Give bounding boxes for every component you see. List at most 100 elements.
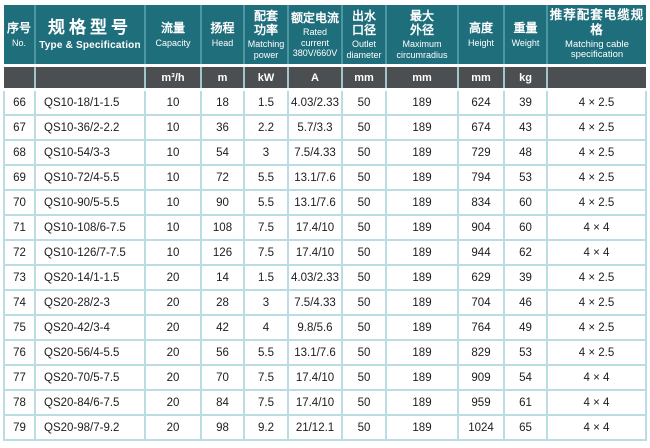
cell-capacity: 20	[144, 364, 202, 392]
cell-type: QS20-28/2-3	[34, 289, 146, 317]
cell-capacity: 10	[144, 88, 202, 117]
cell-no: 70	[3, 189, 36, 217]
cell-weight: 61	[503, 389, 548, 417]
cell-power: 7.5	[243, 389, 289, 417]
cell-current: 4.03/2.33	[287, 264, 343, 292]
cell-capacity: 10	[144, 214, 202, 242]
cell-weight: 62	[503, 239, 548, 267]
cell-power: 5.5	[243, 339, 289, 367]
cell-cable: 4 × 2.5	[546, 189, 647, 217]
column-title-zh: 配套 功率	[253, 9, 278, 38]
column-title-zh: 出水 口径	[351, 9, 376, 38]
cell-height: 1024	[457, 414, 505, 442]
table-row: 79 QS20-98/7-9.2 20 98 9.2 21/12.1 50 189 1024 65…	[3, 414, 647, 442]
column-title-zh: 序号	[6, 21, 31, 36]
unit-cell-weight: kg	[503, 65, 547, 92]
cell-height: 629	[457, 264, 505, 292]
cell-weight: 53	[503, 339, 548, 367]
table-row: 75 QS20-42/3-4 20 42 4 9.8/5.6 50 189 764 49 4 × 2…	[3, 314, 647, 342]
cell-cable: 4 × 2.5	[546, 314, 647, 342]
cell-weight: 60	[503, 189, 548, 217]
cell-weight: 53	[503, 164, 548, 192]
column-title-zh: 流量	[160, 21, 185, 36]
cell-no: 66	[3, 88, 36, 117]
column-header-head: 扬程 Head	[200, 5, 244, 68]
cell-no: 78	[3, 389, 36, 417]
cell-type: QS10-54/3-3	[34, 139, 146, 167]
cell-weight: 65	[503, 414, 548, 442]
cell-outlet: 50	[341, 414, 387, 442]
unit-cell-cable	[546, 65, 646, 92]
column-title-zh: 推荐配套电缆规格	[549, 8, 645, 37]
cell-type: QS20-70/5-7.5	[34, 364, 146, 392]
cell-head: 56	[200, 339, 245, 367]
header-row: 序号 No. 规格型号 Type & Specification 流量 Capacity 扬…	[4, 5, 646, 68]
cell-weight: 54	[503, 364, 548, 392]
cell-cable: 4 × 4	[546, 364, 647, 392]
cell-cable: 4 × 2.5	[546, 139, 647, 167]
cell-head: 70	[200, 364, 245, 392]
cell-capacity: 20	[144, 414, 202, 442]
cell-head: 28	[200, 289, 245, 317]
cell-head: 84	[200, 389, 245, 417]
cell-head: 90	[200, 189, 245, 217]
cell-maxdia: 189	[385, 364, 459, 392]
cell-outlet: 50	[341, 88, 387, 117]
column-title-zh: 额定电流	[290, 11, 339, 26]
table-row: 76 QS20-56/4-5.5 20 56 5.5 13.1/7.6 50 189 829 53…	[3, 339, 647, 367]
cell-maxdia: 189	[385, 189, 459, 217]
table-row: 70 QS10-90/5-5.5 10 90 5.5 13.1/7.6 50 189 834 60…	[3, 189, 647, 217]
unit-cell-power: kW	[243, 65, 288, 92]
unit-cell-type	[34, 65, 145, 92]
cell-height: 829	[457, 339, 505, 367]
cell-capacity: 10	[144, 114, 202, 142]
cell-current: 17.4/10	[287, 239, 343, 267]
cell-outlet: 50	[341, 239, 387, 267]
cell-weight: 60	[503, 214, 548, 242]
cell-type: QS10-126/7-7.5	[34, 239, 146, 267]
cell-maxdia: 189	[385, 389, 459, 417]
cell-height: 794	[457, 164, 505, 192]
cell-current: 21/12.1	[287, 414, 343, 442]
column-title-zh: 高度	[468, 21, 493, 36]
cell-maxdia: 189	[385, 289, 459, 317]
cell-current: 4.03/2.33	[287, 88, 343, 117]
cell-outlet: 50	[341, 114, 387, 142]
cell-outlet: 50	[341, 214, 387, 242]
column-title-en: Outlet diameter	[346, 39, 382, 60]
cell-no: 77	[3, 364, 36, 392]
cell-no: 73	[3, 264, 36, 292]
column-header-no: 序号 No.	[4, 5, 35, 68]
cell-height: 959	[457, 389, 505, 417]
cell-maxdia: 189	[385, 264, 459, 292]
cell-type: QS20-42/3-4	[34, 314, 146, 342]
column-header-cable: 推荐配套电缆规格 Matching cable specification	[546, 5, 646, 68]
cell-type: QS20-14/1-1.5	[34, 264, 146, 292]
table-header: 序号 No. 规格型号 Type & Specification 流量 Capacity 扬…	[4, 5, 646, 92]
column-title-en: Matching power	[247, 39, 285, 60]
unit-cell-outlet: mm	[341, 65, 386, 92]
cell-no: 76	[3, 339, 36, 367]
cell-type: QS10-90/5-5.5	[34, 189, 146, 217]
cell-height: 729	[457, 139, 505, 167]
unit-cell-no	[4, 65, 35, 92]
cell-power: 9.2	[243, 414, 289, 442]
table-row: 74 QS20-28/2-3 20 28 3 7.5/4.33 50 189 704 46 4 × …	[3, 289, 647, 317]
cell-cable: 4 × 2.5	[546, 289, 647, 317]
column-title-zh: 重量	[513, 21, 538, 36]
cell-cable: 4 × 4	[546, 389, 647, 417]
cell-head: 14	[200, 264, 245, 292]
column-title-en: Matching cable specification	[565, 38, 629, 61]
table-row: 69 QS10-72/4-5.5 10 72 5.5 13.1/7.6 50 189 794 53…	[3, 164, 647, 192]
cell-current: 17.4/10	[287, 214, 343, 242]
cell-height: 944	[457, 239, 505, 267]
cell-head: 36	[200, 114, 245, 142]
cell-cable: 4 × 2.5	[546, 339, 647, 367]
cell-head: 98	[200, 414, 245, 442]
cell-power: 1.5	[243, 88, 289, 117]
cell-cable: 4 × 2.5	[546, 114, 647, 142]
cell-head: 42	[200, 314, 245, 342]
cell-cable: 4 × 4	[546, 214, 647, 242]
column-header-outlet: 出水 口径 Outlet diameter	[341, 5, 386, 68]
cell-capacity: 20	[144, 389, 202, 417]
